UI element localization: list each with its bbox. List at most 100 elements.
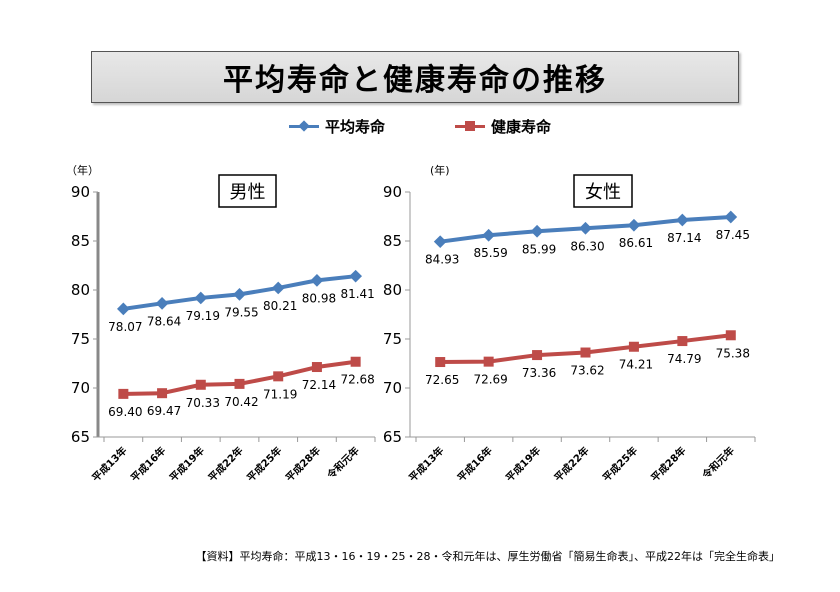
data-point-square (350, 356, 361, 367)
legend-label-healthy-life: 健康寿命 (491, 118, 552, 136)
data-point-diamond (194, 291, 208, 305)
data-label: 73.36 (522, 366, 556, 380)
data-label: 84.93 (425, 253, 459, 267)
y-tick-label: 85 (71, 232, 90, 250)
data-label: 74.21 (619, 358, 653, 372)
data-point-square (628, 341, 639, 352)
data-point-diamond (627, 218, 641, 232)
x-tick-label: 平成22年 (205, 444, 245, 484)
data-point-square (273, 371, 284, 382)
x-tick-label: 平成25年 (244, 444, 284, 484)
legend-item-average-life: 平均寿命 (288, 116, 385, 137)
data-label: 69.40 (108, 405, 142, 419)
data-label: 80.98 (302, 291, 336, 305)
data-point-diamond (433, 235, 447, 249)
data-label: 79.55 (224, 305, 258, 319)
data-point-diamond (530, 224, 544, 238)
x-tick-label: 平成13年 (89, 444, 129, 484)
y-tick-label: 70 (71, 379, 90, 397)
data-label: 80.21 (263, 299, 297, 313)
data-label: 75.38 (716, 346, 750, 360)
x-tick-label: 令和元年 (324, 444, 362, 482)
x-tick-label: 平成19年 (503, 444, 543, 484)
data-label: 86.61 (619, 236, 653, 250)
data-label: 69.47 (147, 404, 181, 418)
y-axis-unit-label: (年) (430, 163, 450, 177)
data-label: 85.59 (473, 246, 507, 260)
square-marker-icon (465, 121, 475, 131)
data-label: 74.79 (667, 352, 701, 366)
data-point-square (580, 347, 591, 358)
data-label: 72.65 (425, 373, 459, 387)
y-tick-label: 85 (383, 232, 402, 250)
panel-label-box (218, 174, 277, 208)
data-point-square (157, 388, 168, 399)
data-label: 70.42 (224, 395, 258, 409)
data-point-square (725, 330, 736, 341)
legend-swatch-average-life (288, 120, 319, 132)
data-label: 71.19 (263, 387, 297, 401)
data-label: 70.33 (186, 396, 220, 410)
y-tick-label: 80 (71, 281, 90, 299)
data-label: 85.99 (522, 242, 556, 256)
x-tick-label: 平成28年 (283, 444, 323, 484)
data-point-diamond (349, 269, 363, 283)
panel-label-box (573, 174, 633, 208)
legend: 平均寿命 健康寿命 (0, 116, 840, 137)
data-label: 79.19 (186, 309, 220, 323)
data-point-square (435, 357, 446, 368)
legend-label-average-life: 平均寿命 (324, 118, 385, 136)
x-tick-label: 平成16年 (128, 444, 168, 484)
data-point-square (311, 362, 322, 373)
data-point-square (234, 378, 245, 389)
x-tick-label: 令和元年 (699, 444, 737, 482)
x-tick-label: 平成13年 (406, 444, 446, 484)
data-label: 87.45 (716, 228, 750, 242)
data-point-square (677, 336, 688, 347)
data-label: 72.68 (340, 373, 374, 387)
x-tick-label: 平成28年 (648, 444, 688, 484)
data-point-square (118, 388, 129, 399)
data-point-diamond (116, 302, 130, 316)
y-tick-label: 90 (71, 183, 90, 201)
x-tick-label: 平成16年 (455, 444, 495, 484)
data-point-diamond (271, 281, 285, 295)
x-tick-label: 平成22年 (551, 444, 591, 484)
data-label: 78.64 (147, 314, 181, 328)
y-axis-unit-label: （年） (66, 163, 99, 177)
data-label: 72.69 (473, 373, 507, 387)
legend-item-healthy-life: 健康寿命 (455, 116, 551, 137)
y-tick-label: 80 (383, 281, 402, 299)
data-point-diamond (579, 221, 592, 235)
panel-label: 男性 (230, 182, 266, 203)
data-point-square (483, 356, 494, 367)
data-label: 78.07 (108, 320, 142, 334)
y-tick-label: 90 (383, 183, 402, 201)
legend-swatch-healthy-life (455, 121, 485, 131)
chart-panel-0: 65 70 75 80 85 90 平成13年 平成16年 平成19年 平成22年 平成25年 平成2… (66, 163, 376, 484)
data-point-square (195, 379, 206, 390)
data-label: 86.30 (570, 239, 604, 253)
data-point-square (532, 350, 543, 361)
data-label: 87.14 (667, 231, 701, 245)
source-footnote: 【資料】平均寿命：平成13・16・19・25・28・令和元年は、厚生労働省「簡易… (195, 550, 780, 563)
data-point-diamond (675, 213, 689, 227)
data-point-diamond (155, 296, 169, 310)
data-label: 73.62 (570, 364, 604, 378)
chart-title: 平均寿命と健康寿命の推移 (91, 51, 739, 103)
y-tick-label: 65 (71, 428, 90, 446)
y-tick-label: 75 (383, 330, 402, 348)
data-label: 81.41 (340, 287, 374, 301)
y-tick-label: 65 (383, 428, 402, 446)
y-tick-label: 70 (383, 379, 402, 397)
data-point-diamond (724, 210, 738, 224)
data-point-diamond (233, 288, 246, 301)
x-tick-label: 平成19年 (167, 444, 207, 484)
x-tick-label: 平成25年 (600, 444, 640, 484)
y-tick-label: 75 (71, 330, 90, 348)
panel-label: 女性 (585, 182, 621, 203)
data-label: 72.14 (302, 378, 336, 392)
data-point-diamond (310, 274, 324, 287)
data-point-diamond (482, 228, 496, 242)
